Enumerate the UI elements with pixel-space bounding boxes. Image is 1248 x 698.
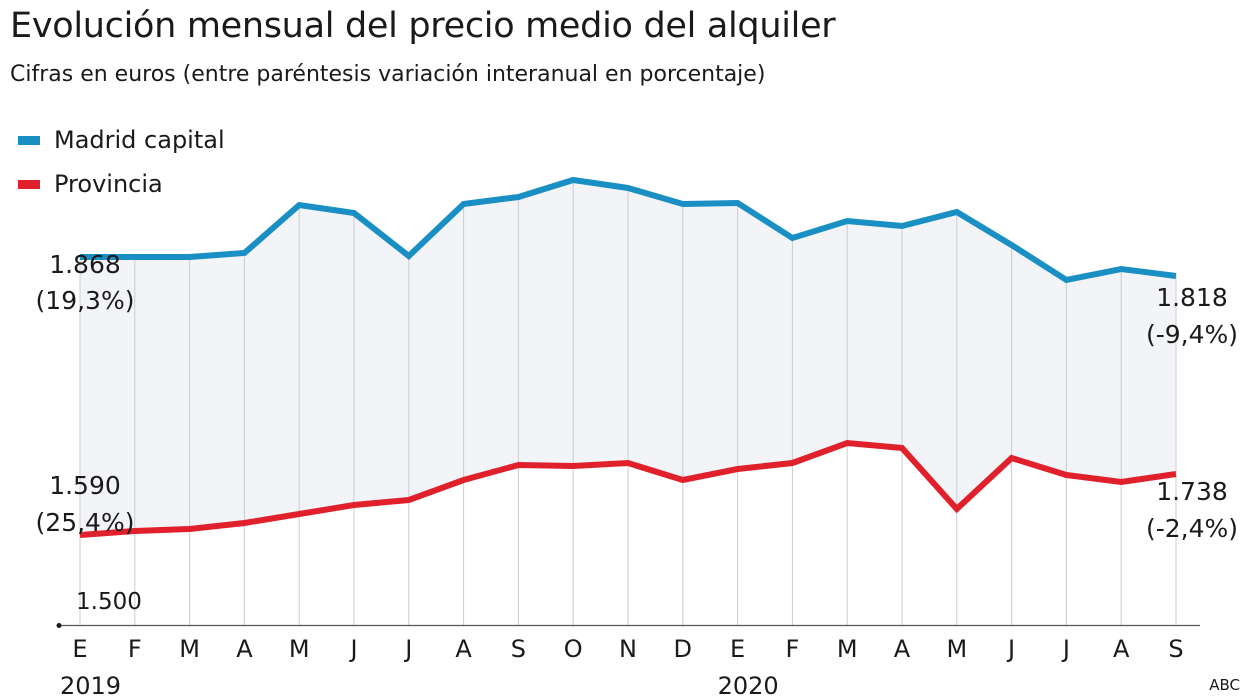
- x-tick-label: M: [179, 635, 200, 663]
- annotation-change: (25,4%): [36, 508, 135, 537]
- legend-label-provincia: Provincia: [54, 170, 163, 198]
- x-tick-label: J: [1006, 635, 1015, 663]
- annotation-value: 1.738: [1156, 477, 1228, 506]
- annotation-change: (-9,4%): [1146, 320, 1238, 349]
- x-tick-label: F: [128, 635, 142, 663]
- x-tick-label: O: [564, 635, 583, 663]
- x-tick-label: J: [348, 635, 357, 663]
- annotation-value: 1.868: [49, 250, 121, 279]
- chart-title: Evolución mensual del precio medio del a…: [10, 6, 836, 46]
- source-credit: ABC: [1209, 676, 1240, 694]
- x-tick-label: D: [674, 635, 692, 663]
- x-tick-label: A: [236, 635, 253, 663]
- legend-item-provincia: Provincia: [18, 162, 225, 206]
- year-label-2019: 2019: [60, 672, 121, 698]
- x-tick-label: S: [1168, 635, 1183, 663]
- chart-subtitle: Cifras en euros (entre paréntesis variac…: [10, 62, 766, 87]
- annotation-value: 1.590: [49, 471, 121, 500]
- x-tick-label: A: [894, 635, 911, 663]
- x-tick-label: S: [511, 635, 526, 663]
- axis-origin-dot: [56, 623, 62, 628]
- x-tick-label: E: [72, 635, 87, 663]
- x-tick-label: F: [785, 635, 799, 663]
- x-tick-label: A: [1113, 635, 1130, 663]
- x-tick-label: M: [837, 635, 858, 663]
- legend: Madrid capital Provincia: [18, 118, 225, 206]
- legend-label-madrid: Madrid capital: [54, 126, 225, 154]
- legend-item-madrid: Madrid capital: [18, 118, 225, 162]
- x-tick-label: A: [455, 635, 472, 663]
- x-tick-label: E: [730, 635, 745, 663]
- year-label-2020: 2020: [718, 672, 779, 698]
- x-tick-label: M: [946, 635, 967, 663]
- series-line-madrid: [80, 176, 1177, 284]
- x-tick-label: J: [1061, 635, 1070, 663]
- annotation-value: 1.818: [1156, 283, 1228, 312]
- annotation-change: (19,3%): [36, 286, 135, 315]
- baseline-label: 1.500: [76, 589, 142, 615]
- x-tick-label: N: [619, 635, 637, 663]
- legend-swatch-provincia: [18, 179, 40, 189]
- series-line-provincia: [79, 439, 1177, 538]
- legend-swatch-madrid: [18, 135, 40, 145]
- x-tick-label: J: [403, 635, 412, 663]
- annotation-change: (-2,4%): [1146, 514, 1238, 543]
- x-tick-label: M: [289, 635, 310, 663]
